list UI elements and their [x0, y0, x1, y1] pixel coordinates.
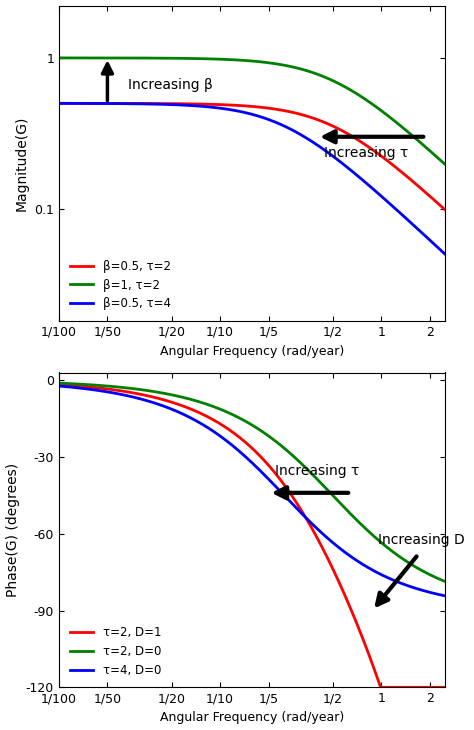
β=1, τ=2 [204, 55, 210, 64]
β=1, τ=2 [100, 53, 106, 62]
Text: Increasing τ: Increasing τ [324, 146, 408, 160]
β=0.5, τ=4 [100, 99, 106, 108]
Text: Increasing τ: Increasing τ [275, 464, 359, 478]
τ=2, D=0 [56, 379, 62, 388]
β=0.5, τ=2 [204, 100, 210, 109]
τ=4, D=0 [204, 423, 210, 431]
Line: τ=2, D=1: τ=2, D=1 [59, 385, 446, 688]
β=1, τ=2 [221, 55, 227, 64]
β=0.5, τ=2 [435, 199, 441, 207]
τ=2, D=1 [221, 422, 227, 431]
β=1, τ=2 [435, 153, 441, 162]
β=1, τ=2 [56, 53, 62, 62]
Line: β=0.5, τ=4: β=0.5, τ=4 [59, 104, 446, 255]
τ=4, D=0 [221, 434, 227, 443]
Y-axis label: Magnitude(G): Magnitude(G) [15, 116, 28, 212]
β=0.5, τ=4 [56, 99, 62, 108]
Legend: β=0.5, τ=2, β=1, τ=2, β=0.5, τ=4: β=0.5, τ=2, β=1, τ=2, β=0.5, τ=4 [65, 255, 175, 315]
β=0.5, τ=2 [56, 99, 62, 108]
τ=2, D=1 [443, 683, 448, 692]
Line: β=1, τ=2: β=1, τ=2 [59, 58, 446, 165]
τ=2, D=1 [435, 683, 441, 692]
Legend: τ=2, D=1, τ=2, D=0, τ=4, D=0: τ=2, D=1, τ=2, D=0, τ=4, D=0 [65, 621, 166, 681]
Line: τ=2, D=0: τ=2, D=0 [59, 383, 446, 582]
β=1, τ=2 [123, 53, 129, 62]
τ=4, D=0 [435, 590, 441, 599]
β=0.5, τ=2 [100, 99, 106, 108]
τ=4, D=0 [393, 577, 399, 585]
β=0.5, τ=4 [443, 250, 448, 259]
τ=2, D=1 [123, 387, 129, 396]
τ=2, D=1 [56, 380, 62, 389]
Text: Increasing D: Increasing D [378, 533, 465, 547]
β=0.5, τ=2 [221, 100, 227, 109]
Line: τ=4, D=0: τ=4, D=0 [59, 386, 446, 596]
β=0.5, τ=4 [221, 104, 227, 113]
X-axis label: Angular Frequency (rad/year): Angular Frequency (rad/year) [160, 711, 344, 723]
β=0.5, τ=2 [123, 99, 129, 108]
β=0.5, τ=2 [393, 164, 399, 172]
β=1, τ=2 [443, 161, 448, 169]
τ=4, D=0 [443, 591, 448, 600]
β=1, τ=2 [393, 118, 399, 126]
τ=2, D=1 [393, 683, 399, 692]
τ=2, D=0 [123, 383, 129, 392]
τ=2, D=0 [221, 407, 227, 415]
τ=2, D=0 [204, 400, 210, 409]
β=0.5, τ=4 [204, 102, 210, 111]
τ=4, D=0 [123, 391, 129, 400]
τ=4, D=0 [100, 387, 106, 396]
β=0.5, τ=4 [393, 205, 399, 214]
β=0.5, τ=4 [123, 99, 129, 108]
τ=2, D=1 [100, 384, 106, 393]
τ=2, D=0 [100, 381, 106, 390]
β=0.5, τ=2 [443, 206, 448, 215]
τ=2, D=1 [204, 412, 210, 421]
τ=2, D=0 [443, 577, 448, 586]
X-axis label: Angular Frequency (rad/year): Angular Frequency (rad/year) [160, 345, 344, 358]
τ=2, D=0 [435, 574, 441, 583]
τ=4, D=0 [56, 382, 62, 391]
Y-axis label: Phase(G) (degrees): Phase(G) (degrees) [6, 463, 20, 597]
Text: Increasing β: Increasing β [128, 78, 213, 92]
β=0.5, τ=4 [435, 243, 441, 252]
Line: β=0.5, τ=2: β=0.5, τ=2 [59, 104, 446, 210]
τ=2, D=0 [393, 550, 399, 558]
τ=2, D=1 [378, 683, 383, 692]
